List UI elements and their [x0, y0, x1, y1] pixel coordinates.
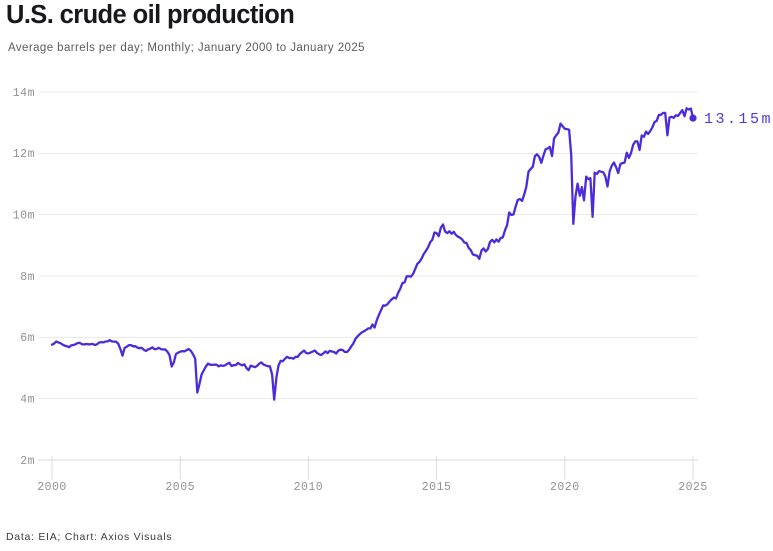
- svg-text:2025: 2025: [678, 481, 708, 494]
- svg-text:6m: 6m: [20, 332, 35, 345]
- svg-text:4m: 4m: [20, 394, 35, 407]
- svg-text:2010: 2010: [294, 481, 324, 494]
- svg-text:2m: 2m: [20, 455, 35, 468]
- svg-text:13.15m: 13.15m: [704, 111, 773, 128]
- svg-text:8m: 8m: [20, 271, 35, 284]
- svg-text:12m: 12m: [13, 148, 35, 161]
- svg-text:2015: 2015: [422, 481, 452, 494]
- svg-text:14m: 14m: [13, 87, 35, 100]
- svg-text:2020: 2020: [550, 481, 580, 494]
- svg-text:2000: 2000: [37, 481, 67, 494]
- svg-text:2005: 2005: [165, 481, 195, 494]
- svg-text:10m: 10m: [13, 210, 35, 223]
